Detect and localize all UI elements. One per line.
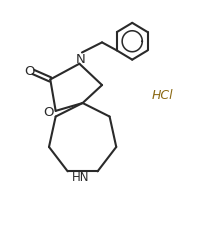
Text: O: O — [25, 65, 35, 78]
Text: HN: HN — [72, 171, 89, 184]
Text: O: O — [43, 106, 53, 119]
Text: N: N — [76, 52, 86, 65]
Text: HCl: HCl — [152, 88, 173, 101]
